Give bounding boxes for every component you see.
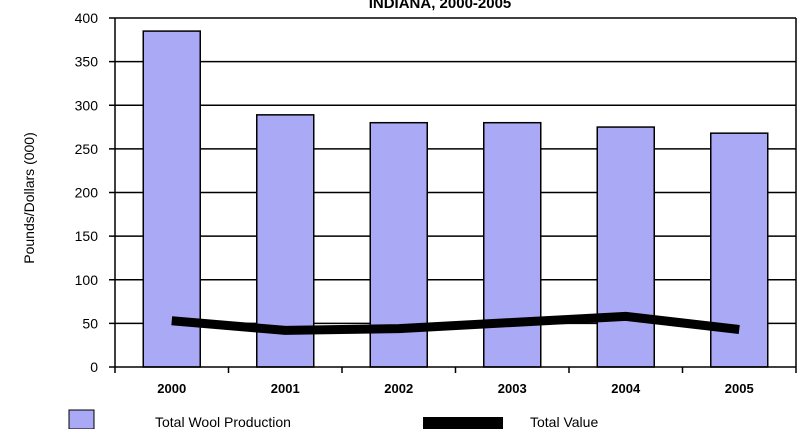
legend-swatch-wool <box>68 409 95 429</box>
y-tick-label: 50 <box>82 315 98 331</box>
x-tick-label: 2000 <box>157 381 186 396</box>
y-tick-label: 0 <box>90 359 98 375</box>
bar <box>596 126 655 368</box>
x-tick-labels: 2000 2001 2002 2003 2004 2005 <box>157 381 753 396</box>
y-tick-label: 350 <box>75 54 99 70</box>
legend-label-wool: Total Wool Production <box>155 414 291 429</box>
x-tick-label: 2004 <box>611 381 641 396</box>
chart-title: INDIANA, 2000-2005 <box>369 0 512 12</box>
line-series <box>171 311 740 335</box>
y-tick-labels: 0 50 100 150 200 250 300 350 400 <box>75 10 99 375</box>
y-tick-label: 200 <box>75 185 99 201</box>
x-tick-label: 2001 <box>271 381 300 396</box>
y-axis-label: Pounds/Dollars (000) <box>21 132 37 264</box>
y-tick-label: 100 <box>75 272 99 288</box>
y-tick-label: 400 <box>75 10 99 26</box>
bar <box>483 121 542 368</box>
y-tick-label: 150 <box>75 228 99 244</box>
legend-label-value: Total Value <box>530 414 598 429</box>
y-tick-label: 300 <box>75 97 99 113</box>
legend-swatch-value <box>423 417 503 429</box>
y-tick-label: 250 <box>75 141 99 157</box>
gridlines <box>115 17 796 325</box>
value-line <box>171 311 740 335</box>
legend: Total Wool Production Total Value <box>68 409 598 429</box>
x-tick-label: 2002 <box>384 381 413 396</box>
bar <box>142 30 201 368</box>
bar-series <box>142 30 769 368</box>
bar <box>710 132 769 368</box>
x-tick-label: 2003 <box>498 381 527 396</box>
axes <box>109 17 797 373</box>
x-tick-label: 2005 <box>725 381 754 396</box>
